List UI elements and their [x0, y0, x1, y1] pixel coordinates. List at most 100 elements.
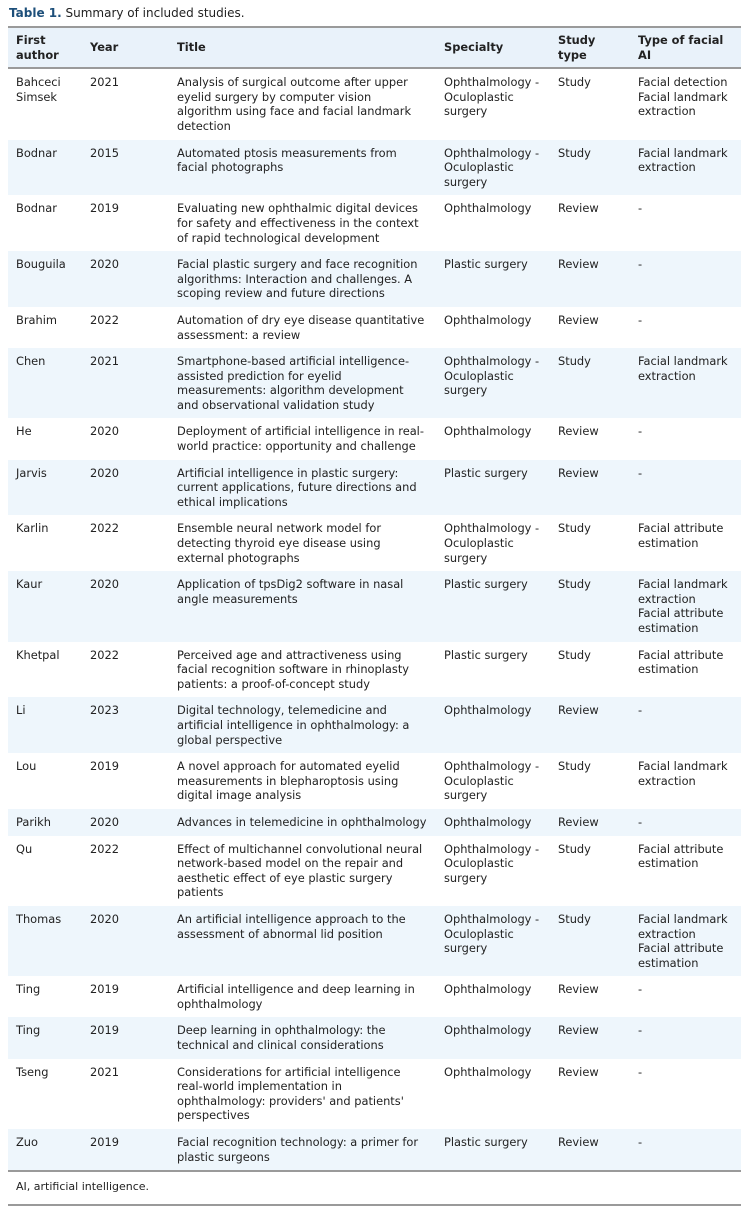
specialty-cell: Ophthalmology	[444, 312, 532, 327]
title-cell: Application of tpsDig2 software in nasal…	[177, 577, 404, 606]
specialty-cell: Ophthalmology - Oculoplastic surgery	[444, 354, 540, 398]
table-row: Bouguila 2020 Facial plastic surgery and f…	[8, 251, 741, 307]
year-cell: 2022	[90, 521, 119, 536]
year-cell: 2022	[90, 647, 119, 662]
first-author-cell: Bodnar	[16, 145, 57, 160]
specialty-cell: Plastic surgery	[444, 577, 528, 592]
first-author-cell: Khetpal	[16, 647, 60, 662]
specialty-cell: Ophthalmology - Oculoplastic surgery	[444, 759, 540, 803]
table-row: Chen 2021 Smartphone-based artificial inte…	[8, 348, 741, 419]
year-cell: 2022	[90, 312, 119, 327]
study-type-cell: Review	[558, 703, 599, 718]
year-cell: 2019	[90, 1023, 119, 1038]
table-row: Lou 2019 A novel approach for automated ey…	[8, 753, 741, 809]
facial-ai-type-cell: Facial landmark extraction	[638, 759, 728, 788]
first-author-cell: Kaur	[16, 577, 43, 592]
year-cell: 2021	[90, 1064, 119, 1079]
title-cell: Deep learning in ophthalmology: the tech…	[177, 1023, 386, 1053]
title-cell: Effect of multichannel convolutional neu…	[177, 841, 423, 900]
year-cell: 2020	[90, 577, 119, 592]
study-type-cell: Review	[558, 312, 599, 327]
first-author-cell: Bahceci Simsek	[16, 75, 61, 104]
facial-ai-type-cell: Facial detection Facial landmark extract…	[638, 75, 728, 119]
study-type-cell: Study	[558, 911, 591, 926]
facial-ai-type-cell: -	[638, 703, 643, 718]
header-row: First author Year Title Specialty Study …	[8, 27, 741, 69]
table-row: Ting 2019 Artificial intelligence and deep…	[8, 976, 741, 1017]
table-row: Tseng 2021 Considerations for artificial i…	[8, 1059, 741, 1129]
study-type-cell: Study	[558, 354, 591, 369]
title-cell: Facial recognition technology: a primer …	[177, 1135, 419, 1164]
first-author-cell: Chen	[16, 354, 46, 369]
specialty-cell: Plastic surgery	[444, 1135, 528, 1150]
first-author-cell: Ting	[16, 1023, 41, 1038]
specialty-cell: Ophthalmology - Oculoplastic surgery	[444, 145, 540, 189]
first-author-cell: Brahim	[16, 312, 57, 327]
table-row: Karlin 2022 Ensemble neural network model …	[8, 515, 741, 571]
table-row: Thomas 2020 An artificial intelligence app…	[8, 905, 741, 977]
title-cell: Digital technology, telemedicine and art…	[177, 703, 410, 747]
specialty-cell: Ophthalmology - Oculoplastic surgery	[444, 521, 540, 565]
specialty-cell: Ophthalmology	[444, 424, 532, 439]
facial-ai-type-cell: -	[638, 982, 643, 997]
facial-ai-type-cell: Facial attribute estimation	[638, 521, 724, 551]
first-author-cell: Zuo	[16, 1135, 38, 1150]
facial-ai-type-cell: -	[638, 1023, 643, 1038]
first-author-cell: Lou	[16, 759, 37, 774]
title-cell: Evaluating new ophthalmic digital device…	[177, 201, 419, 245]
study-type-cell: Review	[558, 424, 599, 439]
study-type-cell: Review	[558, 1023, 599, 1038]
first-author-cell: Bodnar	[16, 201, 57, 216]
first-author-cell: Ting	[16, 982, 41, 997]
title-cell: A novel approach for automated eyelid me…	[177, 759, 400, 803]
specialty-cell: Ophthalmology - Oculoplastic surgery	[444, 911, 540, 956]
table-row: Bodnar 2015 Automated ptosis measurements …	[8, 139, 741, 196]
title-cell: Deployment of artificial intelligence in…	[177, 424, 424, 454]
table-row: Bahceci Simsek 2021 Analysis of surgical o…	[8, 68, 741, 139]
facial-ai-type-cell: -	[638, 814, 643, 829]
facial-ai-type-cell: -	[638, 424, 643, 439]
study-type-cell: Review	[558, 814, 599, 829]
year-cell: 2019	[90, 1135, 119, 1150]
table-row: He 2020 Deployment of artificial intellige…	[8, 418, 741, 459]
specialty-cell: Ophthalmology	[444, 1064, 532, 1079]
title-cell: Analysis of surgical outcome after upper…	[177, 75, 412, 133]
col-study-type: Study type	[558, 33, 596, 62]
col-year: Year	[90, 40, 119, 55]
year-cell: 2023	[90, 703, 119, 718]
title-cell: Automated ptosis measurements from facia…	[177, 145, 397, 175]
first-author-cell: Li	[16, 703, 26, 718]
study-type-cell: Review	[558, 982, 599, 997]
specialty-cell: Plastic surgery	[444, 257, 528, 272]
specialty-cell: Ophthalmology	[444, 1023, 532, 1038]
year-cell: 2019	[90, 982, 119, 997]
facial-ai-type-cell: Facial landmark extraction Facial attrib…	[638, 577, 728, 635]
table-footnote: AI, artificial intelligence.	[16, 1180, 150, 1194]
title-cell: Facial plastic surgery and face recognit…	[177, 257, 418, 301]
title-cell: Perceived age and attractiveness using f…	[177, 647, 410, 691]
studies-table: First author Year Title Specialty Study …	[8, 26, 741, 1206]
study-type-cell: Review	[558, 465, 599, 480]
study-type-cell: Review	[558, 201, 599, 216]
specialty-cell: Ophthalmology - Oculoplastic surgery	[444, 75, 540, 119]
specialty-cell: Ophthalmology - Oculoplastic surgery	[444, 841, 540, 885]
year-cell: 2022	[90, 841, 119, 856]
facial-ai-type-cell: -	[638, 201, 643, 216]
table-row: Li 2023 Digital technology, telemedicine a…	[8, 697, 741, 754]
year-cell: 2021	[90, 75, 119, 90]
study-type-cell: Study	[558, 647, 591, 662]
year-cell: 2019	[90, 201, 119, 216]
year-cell: 2019	[90, 759, 119, 774]
title-cell: An artificial intelligence approach to t…	[177, 911, 406, 941]
specialty-cell: Plastic surgery	[444, 465, 528, 480]
table-row: Brahim 2022 Automation of dry eye disease …	[8, 307, 741, 348]
first-author-cell: He	[16, 424, 32, 439]
facial-ai-type-cell: Facial attribute estimation	[638, 841, 724, 871]
study-type-cell: Study	[558, 521, 591, 536]
study-type-cell: Study	[558, 75, 591, 90]
footnote-row: AI, artificial intelligence.	[8, 1171, 741, 1205]
facial-ai-type-cell: -	[638, 312, 643, 327]
year-cell: 2020	[90, 465, 119, 480]
specialty-cell: Ophthalmology	[444, 982, 532, 997]
study-type-cell: Review	[558, 1064, 599, 1079]
